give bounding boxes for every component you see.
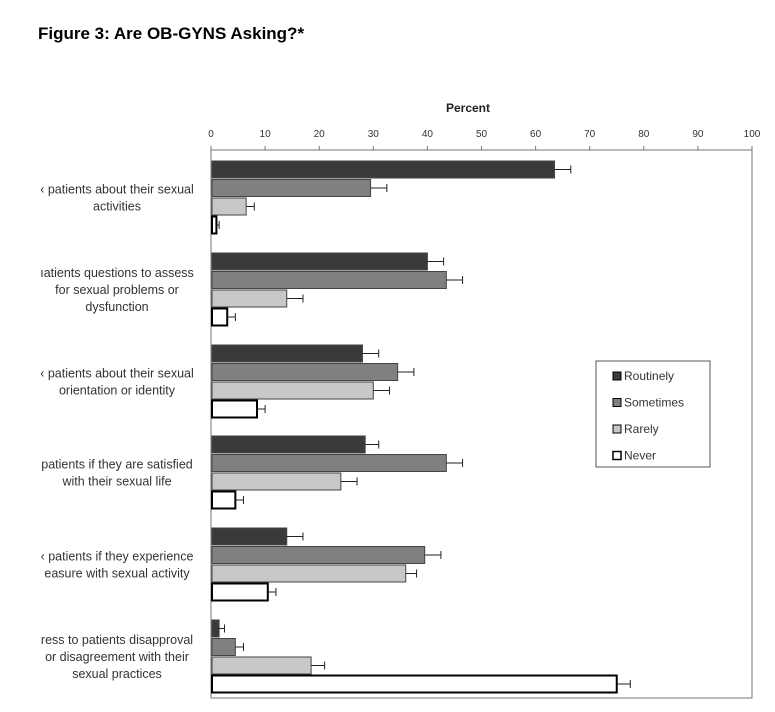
category-label: for sexual problems or bbox=[55, 283, 179, 297]
x-tick-label: 30 bbox=[368, 129, 380, 140]
category-label: ‹ patients if they experience bbox=[41, 550, 194, 564]
category-label: patients if they are satisfied bbox=[41, 458, 193, 472]
bar-rarely bbox=[211, 564, 407, 583]
category-label: dysfunction bbox=[85, 300, 148, 314]
bar-routinely bbox=[211, 160, 556, 179]
category-label: or disagreement with their bbox=[45, 650, 189, 664]
legend-label-sometimes: Sometimes bbox=[624, 396, 684, 410]
x-tick-label: 70 bbox=[584, 129, 596, 140]
x-tick-label: 50 bbox=[476, 129, 488, 140]
legend-swatch-never bbox=[612, 450, 622, 461]
x-tick-label: 40 bbox=[422, 129, 434, 140]
category-label: activities bbox=[93, 200, 141, 214]
legend-label-rarely: Rarely bbox=[624, 422, 659, 436]
legend-swatch-sometimes bbox=[612, 398, 622, 407]
x-tick-label: 10 bbox=[260, 129, 272, 140]
bar-never bbox=[211, 215, 218, 235]
legend-label-never: Never bbox=[624, 449, 656, 463]
category-label: orientation or identity bbox=[59, 384, 176, 398]
bar-sometimes bbox=[211, 546, 426, 564]
bar-rarely bbox=[211, 381, 374, 400]
bar-never bbox=[211, 307, 229, 327]
x-tick-label: 80 bbox=[638, 129, 650, 140]
legend-swatch-rarely bbox=[612, 424, 622, 434]
x-tick-label: 0 bbox=[208, 129, 214, 140]
category-label: ress to patients disapproval bbox=[41, 633, 193, 647]
bar-routinely bbox=[211, 252, 428, 271]
bar-never bbox=[211, 582, 269, 602]
legend-label-routinely: Routinely bbox=[624, 369, 674, 383]
category-label: sexual practices bbox=[72, 667, 162, 681]
bar-never bbox=[211, 490, 237, 510]
x-tick-label: 100 bbox=[744, 129, 761, 140]
bar-routinely bbox=[211, 344, 363, 363]
x-tick-label: 60 bbox=[530, 129, 542, 140]
category-label: ‹ patients about their sexual bbox=[40, 367, 194, 381]
x-tick-label: 20 bbox=[314, 129, 326, 140]
bar-sometimes bbox=[211, 179, 372, 197]
category-label: ıatients questions to assess bbox=[40, 266, 194, 280]
bar-sometimes bbox=[211, 638, 236, 656]
category-label: with their sexual life bbox=[61, 475, 171, 489]
bar-routinely bbox=[211, 527, 288, 546]
category-label: ‹ patients about their sexual bbox=[40, 183, 194, 197]
category-label: easure with sexual activity bbox=[44, 567, 190, 581]
bar-rarely bbox=[211, 197, 247, 216]
bar-sometimes bbox=[211, 271, 447, 289]
figure-title: Figure 3: Are OB-GYNS Asking?* bbox=[38, 24, 305, 43]
bar-sometimes bbox=[211, 454, 447, 472]
bar-rarely bbox=[211, 656, 312, 675]
bar-sometimes bbox=[211, 363, 399, 381]
bar-routinely bbox=[211, 619, 220, 638]
x-axis-title: Percent bbox=[446, 101, 490, 115]
bar-rarely bbox=[211, 289, 288, 308]
bar-never bbox=[211, 674, 618, 694]
bar-rarely bbox=[211, 472, 342, 491]
bar-never bbox=[211, 399, 258, 419]
legend-swatch-routinely bbox=[612, 371, 622, 381]
bar-routinely bbox=[211, 435, 366, 454]
x-tick-label: 90 bbox=[692, 129, 704, 140]
